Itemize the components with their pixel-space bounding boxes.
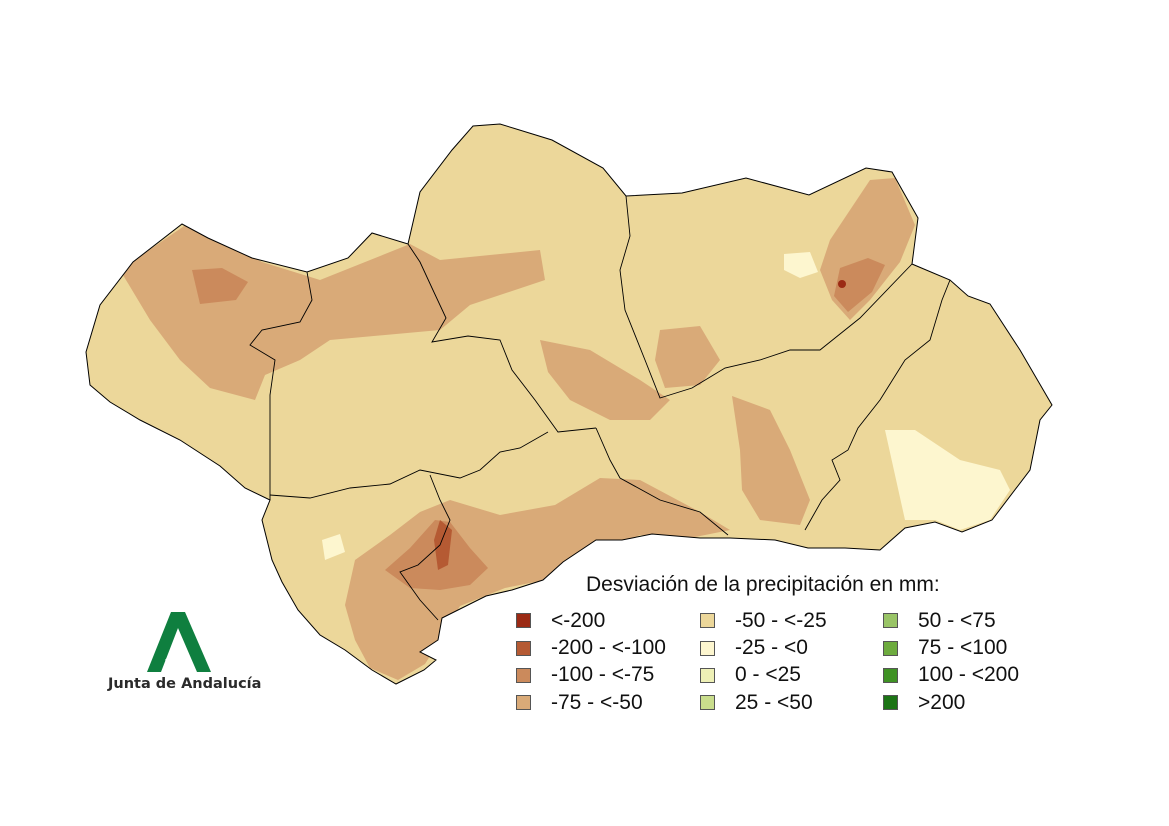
legend-item: 0 - <25 bbox=[700, 662, 883, 689]
legend-label: 100 - <200 bbox=[918, 663, 1020, 687]
legend-swatch bbox=[700, 695, 715, 711]
legend-label: 0 - <25 bbox=[735, 663, 801, 687]
legend-label: 25 - <50 bbox=[735, 690, 813, 714]
legend-swatch bbox=[700, 640, 715, 656]
legend-item: -100 - <-75 bbox=[516, 662, 700, 689]
zone-minus25-zero-jaen bbox=[784, 252, 818, 278]
legend-swatch bbox=[883, 695, 898, 711]
legend-swatch bbox=[516, 640, 531, 656]
legend-title: Desviación de la precipitación en mm: bbox=[586, 573, 940, 596]
boundary-huelva-sevilla bbox=[249, 271, 313, 500]
legend-item: 75 - <100 bbox=[883, 634, 1053, 661]
legend-swatch bbox=[516, 695, 531, 711]
legend-item: >200 bbox=[883, 689, 1053, 716]
legend-label: -50 - <-25 bbox=[735, 608, 827, 632]
legend: <-200 -50 - <-25 50 - <75 -200 - <-100 -… bbox=[516, 607, 1053, 717]
legend-label: -25 - <0 bbox=[735, 636, 808, 660]
zone-minus75-minus50-jaen bbox=[655, 326, 720, 388]
legend-swatch bbox=[883, 667, 898, 683]
boundary-granada-almeria bbox=[804, 279, 951, 531]
province-boundaries bbox=[249, 195, 951, 621]
andalucia-logo-icon bbox=[147, 612, 211, 672]
logo-text: Junta de Andalucía bbox=[108, 676, 262, 692]
zone-minus100-minus75-huelva bbox=[192, 268, 248, 304]
zone-minus75-minus50-north bbox=[120, 222, 545, 400]
legend-swatch bbox=[516, 667, 531, 683]
legend-label: <-200 bbox=[551, 608, 606, 632]
legend-item: -25 - <0 bbox=[700, 634, 883, 661]
zone-minus200-minus100-malaga bbox=[434, 520, 452, 570]
legend-swatch bbox=[516, 613, 531, 629]
zone-minus25-zero-almeria bbox=[885, 430, 1010, 530]
legend-label: -100 - <-75 bbox=[551, 663, 655, 687]
legend-swatch bbox=[883, 613, 898, 629]
boundary-sevilla-cordoba bbox=[407, 243, 597, 433]
junta-de-andalucia-logo: Junta de Andalucía bbox=[108, 612, 262, 692]
legend-item: -50 - <-25 bbox=[700, 607, 883, 634]
zone-minus75-minus50-granada bbox=[732, 396, 810, 525]
legend-label: 50 - <75 bbox=[918, 608, 996, 632]
legend-item: -75 - <-50 bbox=[516, 689, 700, 716]
boundary-cadiz-malaga bbox=[399, 474, 451, 621]
zone-below-minus200 bbox=[838, 280, 846, 288]
legend-swatch bbox=[700, 613, 715, 629]
legend-swatch bbox=[883, 640, 898, 656]
zone-minus25-zero-cadiz bbox=[322, 534, 345, 560]
legend-label: -75 - <-50 bbox=[551, 690, 643, 714]
legend-item: -200 - <-100 bbox=[516, 634, 700, 661]
legend-item: 25 - <50 bbox=[700, 689, 883, 716]
legend-swatch bbox=[700, 667, 715, 683]
boundary-sevilla-cadiz-malaga bbox=[269, 431, 549, 499]
legend-label: 75 - <100 bbox=[918, 636, 1008, 660]
zone-minus100-minus75-jaen-ne bbox=[834, 258, 885, 312]
zone-minus75-minus50-cordoba bbox=[540, 340, 670, 420]
boundary-cordoba-malaga-granada bbox=[595, 427, 729, 536]
legend-label: -200 - <-100 bbox=[551, 636, 666, 660]
legend-label: >200 bbox=[918, 690, 966, 714]
legend-item: <-200 bbox=[516, 607, 700, 634]
legend-item: 50 - <75 bbox=[883, 607, 1053, 634]
legend-item: 100 - <200 bbox=[883, 662, 1053, 689]
boundary-cordoba-jaen bbox=[619, 195, 913, 399]
